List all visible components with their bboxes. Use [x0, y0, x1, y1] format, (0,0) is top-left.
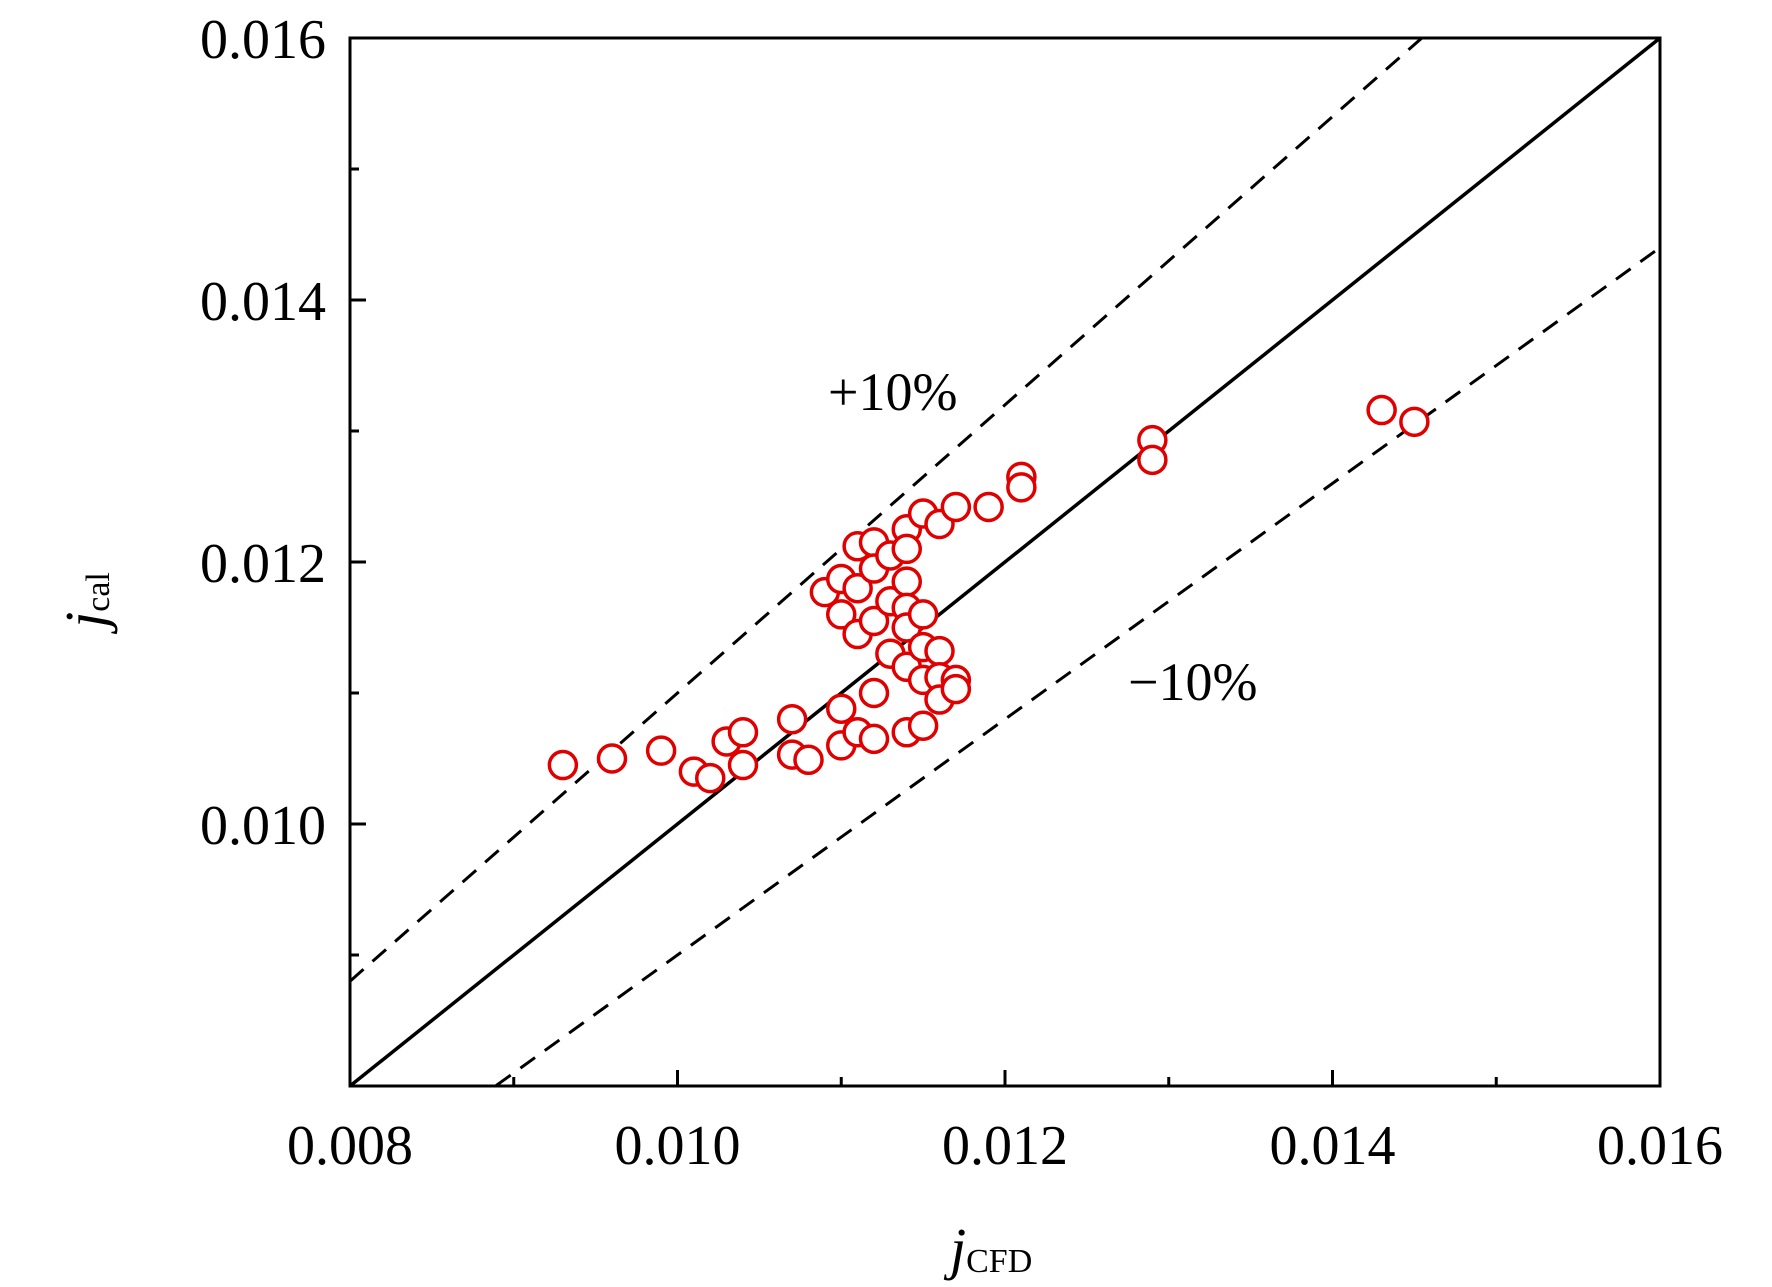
data-point [645, 735, 677, 766]
data-point [924, 635, 955, 667]
y-tick-labels: 0.010 0.012 0.014 0.016 [200, 9, 326, 857]
reference-line-0 [350, 38, 1660, 1086]
data-point [1366, 394, 1397, 426]
data-point [858, 723, 890, 755]
data-point [907, 710, 939, 741]
x-tick-label: 0.010 [615, 1115, 741, 1177]
data-point [826, 693, 857, 724]
data-point [891, 566, 922, 597]
data-point [858, 605, 890, 637]
annotation-minus-10: −10% [1128, 652, 1257, 712]
x-tick-label: 0.008 [287, 1115, 413, 1177]
axis-ticks [348, 36, 1662, 1088]
y-tick-label: 0.014 [200, 271, 326, 333]
data-point [1399, 406, 1430, 438]
data-point [727, 717, 759, 748]
reference-lines [350, 38, 1660, 1086]
annotation-plus-10: +10% [828, 362, 957, 422]
data-point [727, 749, 759, 781]
data-point [891, 533, 922, 565]
data-point [776, 703, 808, 735]
data-point [842, 572, 873, 604]
y-tick-label: 0.010 [200, 795, 326, 857]
x-tick-label: 0.014 [1270, 1115, 1396, 1177]
data-point [940, 491, 972, 523]
reference-line-1 [350, 38, 1425, 983]
data-point [1006, 472, 1037, 503]
data-points [547, 394, 1430, 794]
data-point [596, 743, 628, 774]
x-tick-labels: 0.008 0.010 0.012 0.014 0.016 [287, 1115, 1723, 1177]
y-axis-title: jcal [53, 572, 118, 635]
data-point [907, 599, 939, 630]
y-tick-label: 0.016 [200, 9, 326, 71]
data-point [858, 677, 890, 709]
x-tick-label: 0.012 [942, 1115, 1068, 1177]
data-point [940, 673, 972, 705]
data-point [695, 762, 726, 794]
x-axis-title: jCFD [943, 1216, 1032, 1281]
data-point [1137, 444, 1168, 476]
data-point [973, 491, 1004, 523]
y-tick-label: 0.012 [200, 533, 326, 595]
data-point [826, 599, 857, 630]
data-point [547, 749, 579, 781]
data-point [793, 744, 824, 776]
x-tick-label: 0.016 [1597, 1115, 1723, 1177]
reference-line-2 [492, 246, 1660, 1086]
